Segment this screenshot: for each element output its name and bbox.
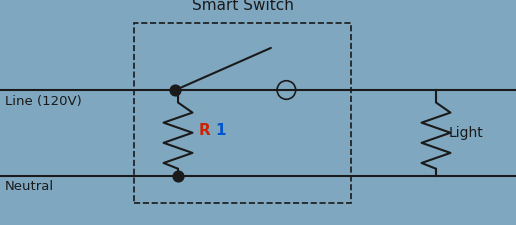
Point xyxy=(171,88,180,92)
Bar xyxy=(134,22,351,202)
Text: Line (120V): Line (120V) xyxy=(5,94,82,108)
Text: Light: Light xyxy=(449,126,483,140)
Point xyxy=(174,174,182,177)
Text: 1: 1 xyxy=(216,123,226,138)
Text: Smart Switch: Smart Switch xyxy=(191,0,294,14)
Text: Neutral: Neutral xyxy=(5,180,54,193)
Text: R: R xyxy=(199,123,211,138)
